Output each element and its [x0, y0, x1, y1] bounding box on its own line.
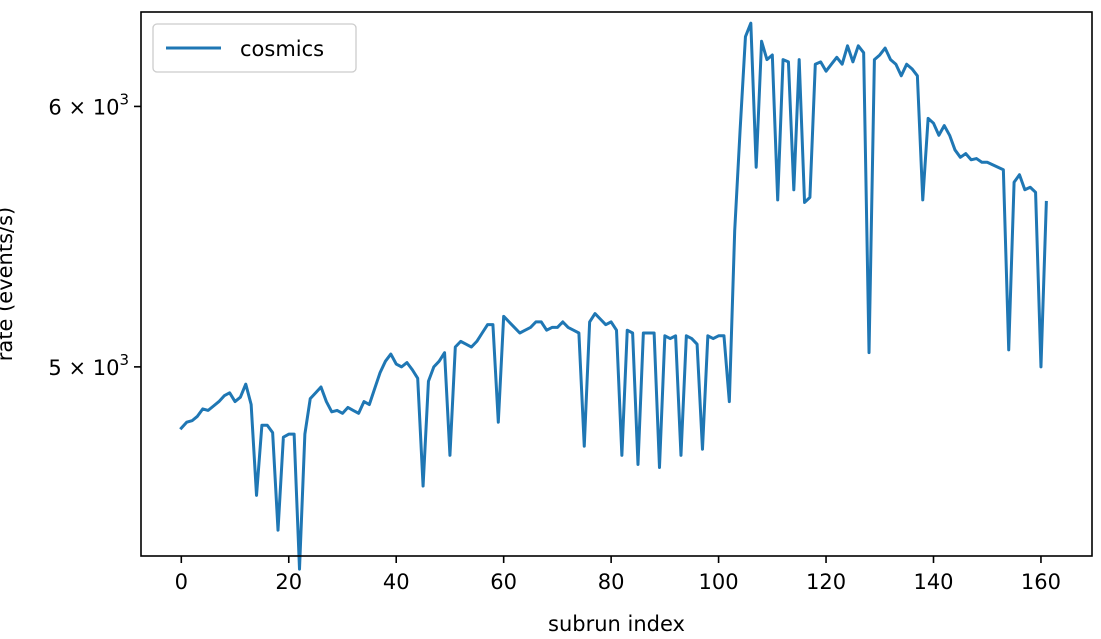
- y-tick-label: 5 × 103: [48, 351, 129, 380]
- series-layer: [179, 21, 1048, 571]
- x-tick-label: 160: [1021, 570, 1061, 594]
- series-line-cosmics: [179, 21, 1048, 571]
- x-tick-label: 80: [598, 570, 625, 594]
- y-tick-label: 6 × 103: [48, 90, 129, 119]
- x-tick-label: 140: [913, 570, 953, 594]
- legend-label: cosmics: [240, 37, 324, 61]
- x-tick-label: 20: [275, 570, 302, 594]
- legend: cosmics: [152, 23, 357, 73]
- x-axis-label: subrun index: [548, 612, 685, 636]
- x-tick-label: 0: [175, 570, 188, 594]
- x-tick-label: 120: [806, 570, 846, 594]
- plot-area-frame: [140, 11, 1093, 557]
- y-axis-ticks: 5 × 103 6 × 103: [48, 90, 141, 380]
- legend-box: [152, 23, 357, 73]
- x-tick-label: 60: [490, 570, 517, 594]
- x-tick-label: 100: [699, 570, 739, 594]
- x-axis-ticks: 0 20 40 60 80 100 120 140 160: [175, 556, 1061, 594]
- y-axis-label: rate (events/s): [0, 207, 17, 362]
- x-tick-label: 40: [383, 570, 410, 594]
